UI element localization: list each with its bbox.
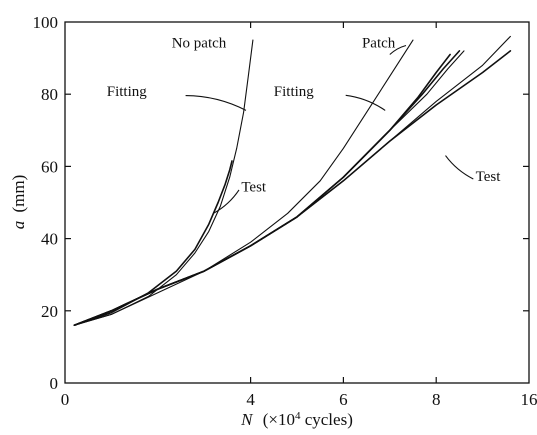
annotation-leader-line <box>185 95 247 111</box>
x-tick-label: 4 <box>246 390 255 409</box>
series-patch-fitting-line <box>73 39 414 326</box>
y-tick-label: 20 <box>41 302 58 321</box>
x-axis-label: N (×104 cycles) <box>240 410 353 429</box>
x-tick-label: 8 <box>432 390 441 409</box>
y-tick-label: 100 <box>33 13 59 32</box>
series-patch-fitting-line <box>73 35 511 326</box>
annotation-leader-line <box>389 44 407 55</box>
annotation-leader-line <box>213 189 240 214</box>
y-axis-label: a (mm) <box>9 175 28 230</box>
data-curves <box>73 35 512 326</box>
y-tick-label: 60 <box>41 157 58 176</box>
annotation-leaders <box>185 44 474 214</box>
annotation-label: Fitting <box>107 84 148 100</box>
annotation-label: Patch <box>362 35 396 51</box>
x-tick-label: 16 <box>521 390 537 409</box>
series-no-patch-test-line <box>73 160 233 326</box>
annotation-label: Fitting <box>274 84 315 100</box>
x-tick-label: 6 <box>339 390 348 409</box>
series-no-patch-fitting-line <box>73 39 254 326</box>
annotation-label: Test <box>476 169 502 185</box>
annotation-label: No patch <box>172 35 227 51</box>
annotation-label: Test <box>241 180 267 196</box>
x-tick-label: 0 <box>61 390 70 409</box>
axis-ticks: 0 4 6 8 16 0 20 40 60 80 100 <box>33 13 537 409</box>
y-tick-label: 0 <box>50 374 59 393</box>
annotation-leader-line <box>345 94 386 111</box>
annotations: No patch Fitting Test Patch Fitting Test <box>107 35 501 195</box>
y-tick-label: 40 <box>41 230 58 249</box>
y-tick-label: 80 <box>41 85 58 104</box>
plot-frame <box>64 21 530 384</box>
annotation-leader-line <box>445 155 474 180</box>
